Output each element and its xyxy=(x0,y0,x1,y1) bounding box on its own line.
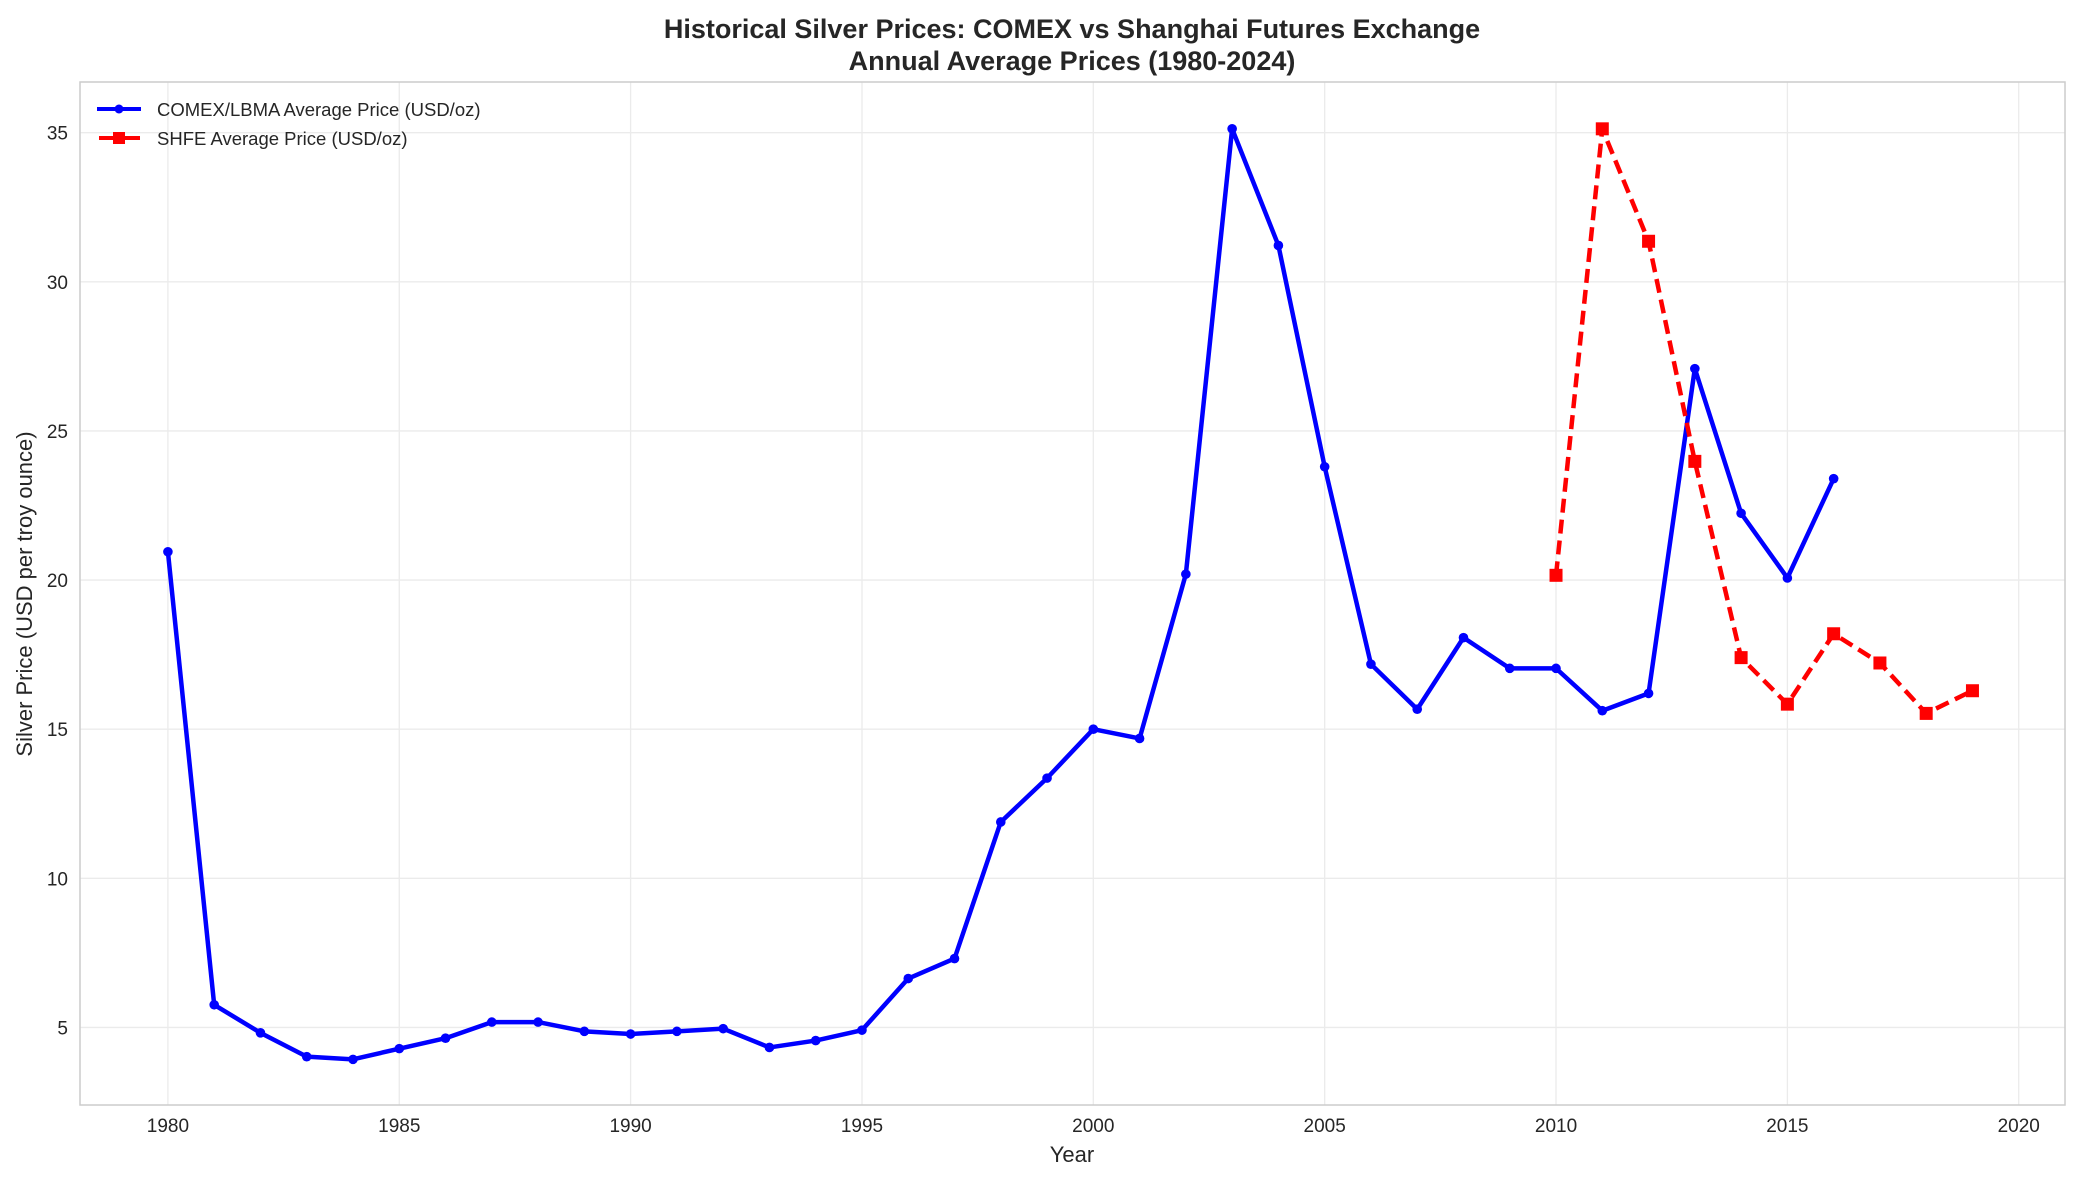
data-point xyxy=(163,546,173,557)
chart-title: Historical Silver Prices: COMEX vs Shang… xyxy=(664,14,1480,44)
data-point xyxy=(1273,240,1284,251)
data-point xyxy=(1780,697,1794,711)
x-tick-label: 2010 xyxy=(1535,1116,1577,1137)
legend-label-shfe: SHFE Average Price (USD/oz) xyxy=(157,128,408,149)
series-group xyxy=(163,122,1979,1065)
data-point xyxy=(857,1025,867,1035)
data-point xyxy=(1504,663,1515,674)
legend-label-comex: COMEX/LBMA Average Price (USD/oz) xyxy=(157,99,481,120)
plot-frame xyxy=(79,81,2066,1106)
data-point xyxy=(394,1043,405,1054)
data-point xyxy=(718,1023,728,1034)
data-point xyxy=(579,1026,590,1037)
data-point xyxy=(1595,122,1609,136)
data-point xyxy=(903,973,914,984)
x-tick-label: 1980 xyxy=(147,1116,189,1137)
data-point xyxy=(1734,651,1748,665)
legend: COMEX/LBMA Average Price (USD/oz) SHFE A… xyxy=(97,99,481,149)
series-line-1 xyxy=(1553,126,1974,716)
y-tick-label: 20 xyxy=(47,571,68,592)
data-point xyxy=(209,999,219,1010)
data-point xyxy=(810,1035,821,1046)
data-point xyxy=(1551,663,1561,674)
y-tick-label: 35 xyxy=(47,124,68,145)
legend-marker-comex xyxy=(114,104,124,114)
y-tick-label: 30 xyxy=(47,273,68,294)
data-point xyxy=(1597,705,1608,716)
data-point xyxy=(1965,684,1979,698)
data-point xyxy=(440,1033,451,1043)
y-axis-label: Silver Price (USD per troy ounce) xyxy=(12,431,37,756)
grid xyxy=(80,82,2065,1105)
data-point xyxy=(533,1017,543,1027)
data-point xyxy=(1827,627,1841,641)
data-point xyxy=(1458,632,1469,643)
y-tick-label: 25 xyxy=(47,422,68,443)
data-point xyxy=(1688,454,1702,468)
data-point xyxy=(949,953,960,964)
x-tick-label: 2020 xyxy=(1998,1116,2040,1137)
x-tick-label: 1990 xyxy=(609,1116,651,1137)
x-tick-label: 2015 xyxy=(1766,1116,1808,1137)
data-point xyxy=(1181,569,1191,579)
ticks: 1980 1985 1990 1995 2000 2005 2010 2015 2020 5 10 1… xyxy=(47,124,2040,1137)
x-axis-label: Year xyxy=(1050,1142,1094,1167)
data-point xyxy=(1873,656,1887,670)
data-point xyxy=(1366,659,1376,669)
data-point xyxy=(487,1017,497,1027)
data-point xyxy=(1319,461,1330,472)
data-point xyxy=(1736,508,1746,519)
x-tick-label: 1985 xyxy=(378,1116,420,1137)
data-point xyxy=(764,1042,775,1053)
data-point xyxy=(301,1051,312,1062)
data-point xyxy=(1227,124,1237,134)
data-point xyxy=(1642,234,1656,248)
data-point xyxy=(625,1029,636,1039)
data-point xyxy=(995,817,1006,827)
y-tick-label: 5 xyxy=(57,1018,68,1039)
x-tick-label: 1995 xyxy=(841,1116,883,1137)
y-tick-label: 10 xyxy=(47,869,68,890)
y-tick-label: 15 xyxy=(47,720,68,741)
chart-subtitle: Annual Average Prices (1980-2024) xyxy=(849,46,1296,76)
data-point xyxy=(1919,706,1933,720)
x-tick-label: 2000 xyxy=(1072,1116,1114,1137)
data-point xyxy=(255,1028,266,1038)
data-point xyxy=(1690,363,1700,374)
data-point xyxy=(1549,568,1563,582)
data-point xyxy=(1412,704,1423,715)
data-point xyxy=(348,1054,358,1065)
data-point xyxy=(1828,473,1839,484)
data-point xyxy=(1643,688,1654,699)
x-tick-label: 2005 xyxy=(1304,1116,1346,1137)
data-point xyxy=(672,1026,682,1037)
data-point xyxy=(1134,733,1145,744)
legend-marker-shfe xyxy=(113,132,125,144)
series-line-0 xyxy=(165,126,1836,1062)
data-point xyxy=(1042,773,1052,783)
data-point xyxy=(1088,724,1099,735)
data-point xyxy=(1782,573,1793,583)
